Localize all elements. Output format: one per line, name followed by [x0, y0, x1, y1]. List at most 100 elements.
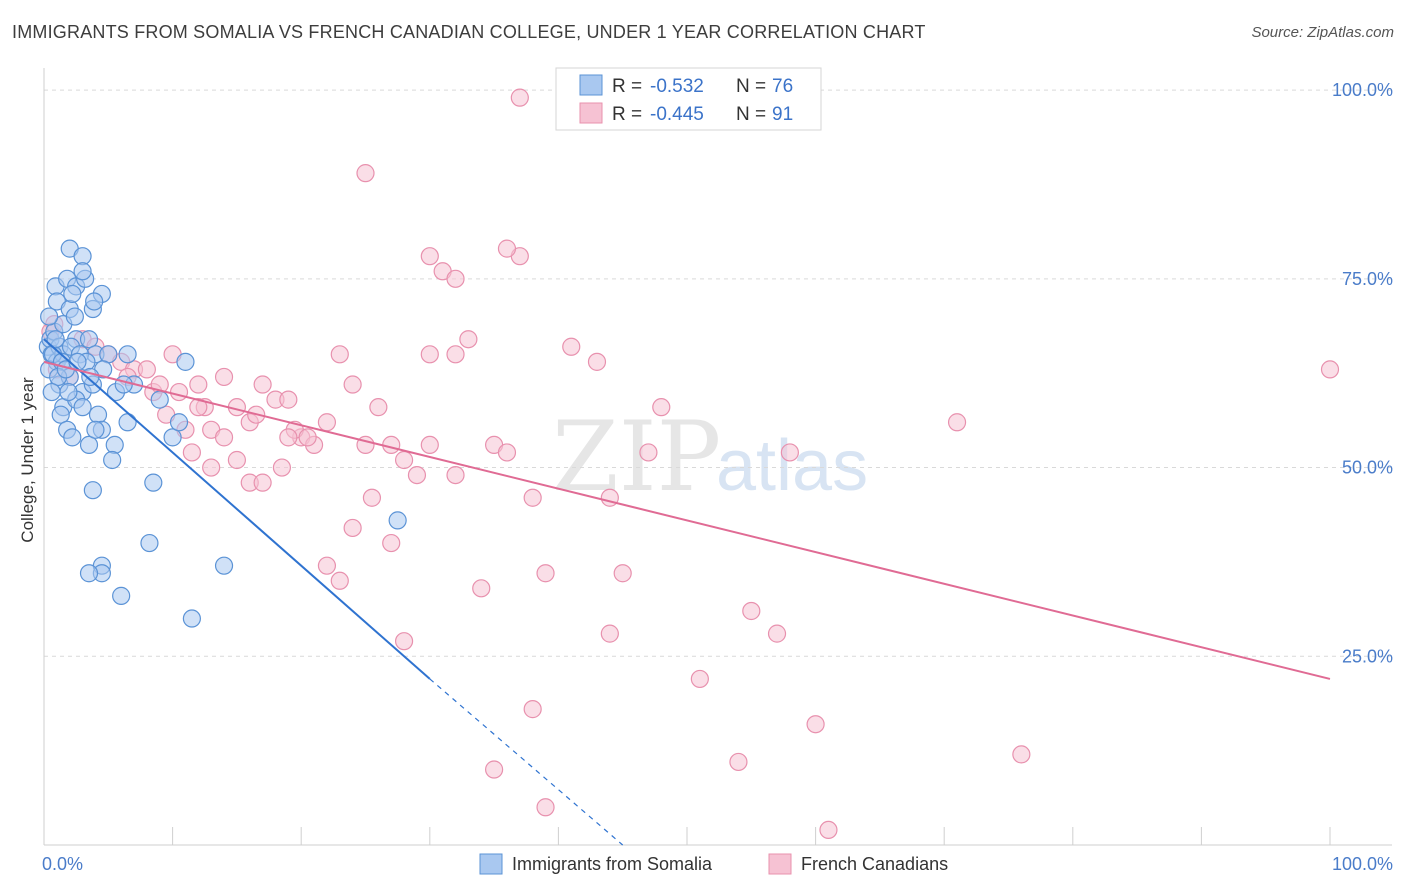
french-point-28 [253, 375, 272, 394]
grid-lines [44, 89, 1392, 657]
legend-n-value-2: 91 [772, 104, 793, 125]
french-point-70 [690, 669, 709, 689]
somalia-point-72 [40, 307, 59, 326]
french-point-52 [227, 450, 246, 470]
french-point-40 [420, 435, 439, 455]
french-point-60 [343, 518, 362, 538]
french-point-76 [536, 798, 555, 817]
french-point-86 [202, 458, 221, 477]
french-point-61 [362, 488, 382, 507]
french-point-69 [767, 624, 787, 643]
french-point-48 [780, 443, 799, 462]
somalia-point-47 [163, 428, 182, 447]
french-point-65 [536, 564, 555, 583]
somalia-point-74 [85, 292, 104, 311]
axes [43, 68, 1392, 846]
correlation-legend: R = -0.532 N = 76 R = -0.445 N = 91 [555, 67, 822, 131]
somalia-point-57 [388, 511, 407, 530]
french-point-57 [298, 428, 317, 447]
somalia-point-75 [114, 375, 133, 394]
french-point-71 [523, 700, 542, 719]
french-point-54 [253, 473, 272, 492]
somalia-point-40 [86, 420, 105, 439]
chart-source: Source: ZipAtlas.com [1251, 24, 1394, 41]
french-point-13 [1320, 360, 1340, 379]
somalia-point-18 [63, 284, 82, 304]
french-point-17 [137, 360, 156, 379]
somalia-point-50 [140, 533, 159, 553]
x-tick-label-1: 100.0% [1332, 854, 1393, 874]
somalia-point-14 [73, 262, 92, 281]
french-point-85 [182, 443, 201, 462]
chart-title: IMMIGRANTS FROM SOMALIA VS FRENCH CANADI… [12, 22, 926, 42]
somalia-trend-line [43, 338, 431, 680]
french-point-58 [317, 556, 337, 575]
french-point-39 [407, 465, 427, 485]
somalia-point-53 [79, 564, 99, 583]
somalia-points [38, 239, 407, 628]
somalia-point-55 [182, 609, 201, 628]
french-point-66 [613, 564, 632, 583]
somalia-point-34 [88, 405, 108, 424]
bottom-legend-french: French Canadians [801, 854, 948, 874]
french-trend-line [43, 360, 1331, 680]
y-tick-label-0: 100.0% [1332, 80, 1393, 100]
legend-n-label-2: N = [736, 104, 766, 125]
french-point-9 [420, 345, 439, 364]
legend-n-value-1: 76 [772, 76, 793, 97]
legend-r-value-2: -0.445 [650, 104, 704, 125]
french-point-64 [472, 579, 491, 598]
somalia-point-28 [99, 345, 118, 364]
y-tick-label-1: 75.0% [1342, 269, 1393, 289]
french-canadians-points [41, 88, 1340, 840]
french-point-0 [510, 88, 529, 107]
legend-swatch-somalia [579, 74, 603, 96]
legend-n-label-1: N = [736, 76, 766, 97]
somalia-point-39 [79, 435, 99, 455]
french-point-62 [382, 533, 401, 553]
french-point-30 [279, 390, 298, 409]
french-point-44 [523, 488, 542, 507]
somalia-point-69 [42, 382, 61, 402]
french-point-1 [356, 164, 375, 183]
somalia-point-48 [169, 413, 189, 432]
french-point-49 [947, 413, 967, 432]
french-point-59 [330, 571, 349, 590]
legend-r-label-2: R = [612, 104, 642, 125]
somalia-point-49 [176, 352, 195, 371]
french-point-63 [394, 632, 414, 651]
french-point-41 [446, 465, 465, 485]
french-point-4 [420, 247, 439, 266]
somalia-point-44 [83, 481, 102, 500]
french-point-11 [587, 352, 607, 371]
somalia-point-43 [103, 450, 122, 470]
somalia-trend-extension [429, 678, 624, 846]
somalia-point-11 [73, 247, 92, 266]
french-point-68 [742, 601, 761, 621]
bottom-legend-swatch-somalia [479, 853, 503, 875]
french-point-37 [382, 435, 401, 455]
bottom-legend-swatch-french [768, 853, 792, 875]
french-point-74 [1012, 745, 1031, 764]
french-point-73 [806, 715, 825, 734]
bottom-legend-somalia: Immigrants from Somalia [512, 854, 713, 874]
legend-r-value-1: -0.532 [650, 76, 704, 97]
somalia-point-33 [73, 398, 92, 417]
french-point-55 [272, 458, 292, 477]
french-point-47 [639, 443, 658, 462]
y-tick-labels: 100.0% 75.0% 50.0% 25.0% [1332, 80, 1393, 666]
watermark-zip: ZIP [552, 401, 721, 513]
french-point-21 [169, 382, 189, 402]
somalia-point-29 [118, 345, 137, 364]
french-point-3 [497, 239, 517, 258]
french-point-7 [459, 330, 478, 349]
french-point-25 [214, 367, 234, 387]
trend-lines [43, 338, 1331, 846]
french-point-67 [600, 624, 619, 643]
somalia-point-54 [112, 586, 131, 605]
y-tick-label-2: 50.0% [1342, 458, 1393, 478]
french-point-36 [369, 398, 388, 417]
french-point-10 [562, 337, 581, 356]
x-tick-labels: 0.0% 100.0% [42, 854, 1393, 874]
